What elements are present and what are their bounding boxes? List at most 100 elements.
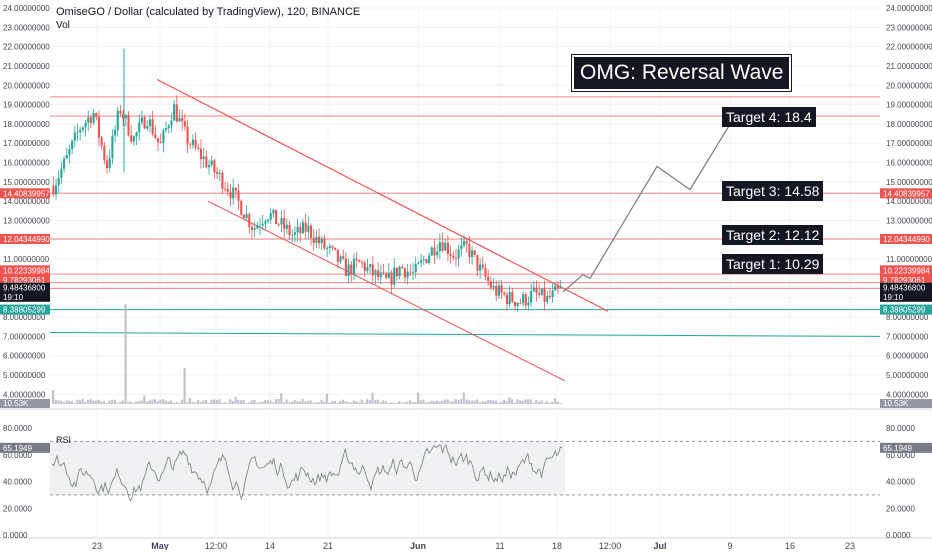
volume-bar: [358, 402, 361, 404]
candle-body: [207, 165, 211, 168]
candle-body: [403, 268, 407, 278]
right-axis-tag-bg: [880, 233, 932, 244]
candle-body: [489, 281, 492, 288]
volume-bar: [202, 400, 205, 404]
target-1-label[interactable]: Target 1: 10.29: [722, 254, 824, 274]
volume-bar: [317, 402, 320, 404]
volume-bar: [502, 399, 506, 404]
candle-body: [97, 116, 101, 138]
candle-body: [342, 256, 345, 259]
time-axis-label: Jul: [653, 541, 666, 550]
candle-body: [159, 142, 162, 144]
volume-bar: [331, 401, 334, 404]
candle-body: [422, 259, 425, 261]
candle-body: [522, 294, 525, 304]
volume-bar: [119, 401, 122, 404]
candle-body: [183, 121, 186, 127]
candle-body: [138, 122, 141, 133]
volume-bar: [352, 400, 355, 404]
candle-body: [165, 127, 168, 131]
volume-bar: [548, 402, 551, 404]
volume-bar: [175, 401, 178, 404]
candle-body: [471, 250, 474, 258]
volume-bar: [140, 400, 143, 404]
candle-body: [433, 247, 436, 256]
candle-body: [393, 267, 396, 285]
volume-bar: [438, 401, 441, 404]
candle-body: [213, 160, 216, 173]
time-axis-label: 12:00: [599, 541, 622, 550]
candle-body: [538, 292, 541, 295]
candle-body: [395, 267, 398, 277]
time-axis-label: 16: [785, 541, 795, 550]
volume-legend-label: Vol: [56, 20, 70, 31]
candle-body: [146, 125, 149, 129]
volume-bar: [100, 401, 103, 404]
candle-body: [382, 272, 385, 274]
volume-bar: [186, 402, 189, 404]
candle-body: [301, 222, 305, 234]
volume-bar: [395, 402, 398, 404]
candle-body: [385, 273, 388, 278]
candle-body: [186, 126, 189, 145]
candle-body: [154, 134, 157, 139]
volume-bar: [60, 400, 63, 404]
target-4-label[interactable]: Target 4: 18.4: [722, 107, 816, 127]
candle-body: [519, 302, 522, 304]
candle-body: [387, 272, 390, 278]
volume-bar: [124, 304, 127, 404]
candle-body: [84, 122, 87, 128]
candle-body: [551, 290, 554, 298]
candle-body: [221, 172, 224, 189]
candle-body: [267, 219, 270, 222]
volume-bar: [148, 400, 151, 404]
candle-body: [116, 110, 119, 130]
volume-bar: [277, 399, 280, 404]
candles: [52, 48, 562, 313]
candle-body: [87, 117, 90, 123]
candle-body: [527, 302, 530, 306]
candle-body: [492, 285, 495, 288]
volume-bar: [116, 402, 119, 404]
candle-body: [449, 254, 452, 256]
volume-bar: [127, 401, 130, 404]
candle-body: [371, 264, 374, 276]
rsi-line: [51, 444, 563, 502]
candle-body: [296, 226, 299, 233]
volume-bar: [178, 402, 181, 404]
volume-bar: [113, 399, 116, 404]
candle-body: [143, 117, 146, 129]
right-price-tick-label: 7.00000000: [886, 332, 929, 341]
left-price-tick-label: 21.00000000: [3, 62, 50, 71]
left-price-tick-label: 6.00000000: [3, 352, 46, 361]
volume-bar: [70, 401, 73, 404]
candle-body: [374, 270, 377, 276]
volume-bar: [355, 401, 358, 404]
target-3-label[interactable]: Target 3: 14.58: [722, 181, 824, 201]
volume-bar: [462, 392, 465, 404]
volume-bar: [521, 400, 524, 404]
candle-body: [261, 223, 264, 226]
volume-bar: [129, 401, 133, 404]
time-axis-labels: 23 May 12:00 14 21 Jun 11 18 12:00 Jul 9 16 23: [92, 541, 855, 551]
chart-legend: OmiseGO / Dollar (calculated by TradingV…: [56, 6, 360, 31]
candle-body: [554, 286, 557, 291]
volume-bar: [285, 399, 288, 404]
volume-bar: [180, 399, 184, 404]
target-2-label[interactable]: Target 2: 12.12: [722, 225, 824, 245]
rsi-right-tick-label: 40.0000: [886, 478, 915, 487]
rsi-value-tag-bg-left: [0, 442, 50, 453]
volume-bar: [266, 400, 269, 404]
candle-body: [436, 251, 439, 256]
candle-body: [103, 145, 106, 161]
title-banner[interactable]: OMG: Reversal Wave: [570, 54, 793, 92]
candle-body: [516, 302, 519, 307]
candle-body: [202, 156, 205, 159]
rsi-value-tag-text-left: 65.1949: [3, 444, 32, 453]
volume-bar: [433, 401, 436, 404]
volume-bar: [264, 399, 267, 404]
candle-body: [218, 172, 221, 174]
volume-bar: [205, 399, 208, 404]
